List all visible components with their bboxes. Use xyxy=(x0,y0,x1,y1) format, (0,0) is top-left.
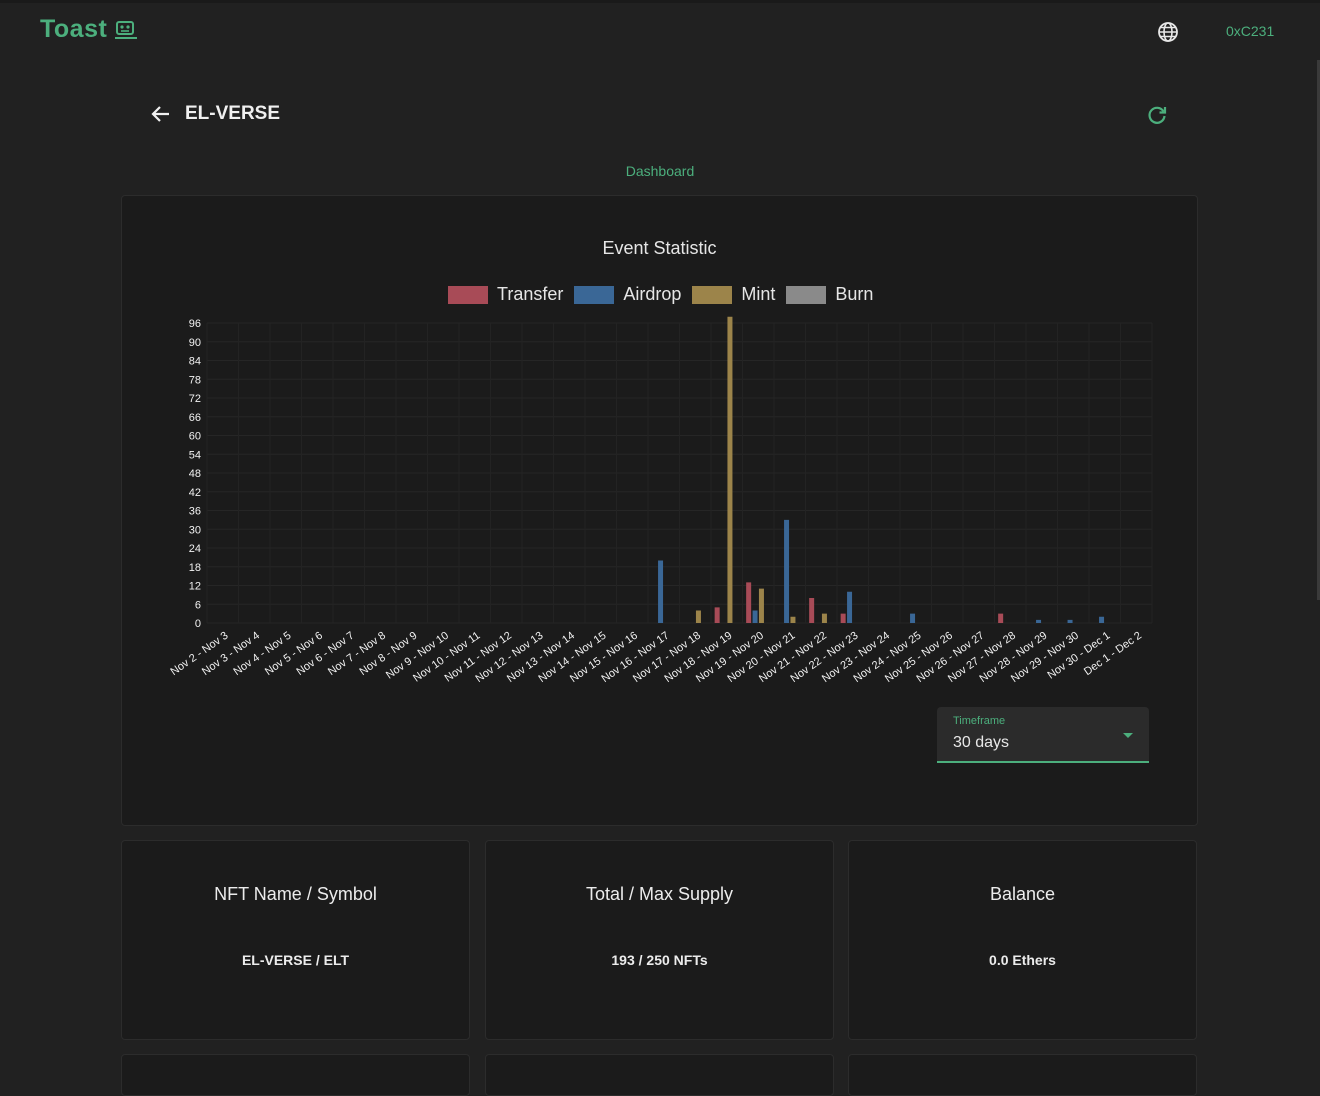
info-card-row2-3 xyxy=(848,1054,1197,1096)
legend-item-transfer[interactable]: Transfer xyxy=(448,284,563,305)
y-tick-label: 18 xyxy=(189,562,201,574)
timeframe-label: Timeframe xyxy=(953,715,1006,727)
nft-name-value: EL-VERSE / ELT xyxy=(241,952,350,968)
legend-label-burn: Burn xyxy=(835,284,874,304)
robot-icon xyxy=(115,20,138,39)
y-tick-label: 84 xyxy=(189,356,201,368)
y-tick-label: 54 xyxy=(189,449,201,461)
y-tick-label: 48 xyxy=(189,468,201,480)
supply-title: Total / Max Supply xyxy=(585,884,734,904)
info-card-row2-1 xyxy=(121,1054,470,1096)
bar-airdrop xyxy=(752,610,758,623)
caret-down-icon xyxy=(1123,733,1133,738)
y-tick-label: 0 xyxy=(195,618,201,630)
y-tick-label: 6 xyxy=(195,599,201,611)
bar-transfer xyxy=(714,607,720,623)
bar-mint xyxy=(821,613,827,623)
y-tick-label: 42 xyxy=(189,487,201,499)
bar-mint xyxy=(695,610,701,623)
nft-name-card: NFT Name / Symbol EL-VERSE / ELT xyxy=(121,840,470,1040)
legend-swatch-airdrop xyxy=(574,285,615,304)
globe-icon[interactable] xyxy=(1156,20,1180,44)
legend-item-burn[interactable]: Burn xyxy=(786,284,873,305)
y-tick-label: 96 xyxy=(189,318,201,330)
page-title: EL-VERSE xyxy=(185,103,281,124)
bar-mint xyxy=(790,616,796,623)
bar-transfer xyxy=(998,613,1004,623)
timeframe-select[interactable]: Timeframe 30 days xyxy=(937,707,1149,763)
bar-mint xyxy=(727,316,733,623)
legend-swatch-mint xyxy=(692,285,733,304)
supply-value: 193 / 250 NFTs xyxy=(611,952,708,968)
refresh-icon[interactable] xyxy=(1146,104,1168,126)
y-tick-label: 60 xyxy=(189,431,201,443)
wallet-address[interactable]: 0xC231 xyxy=(1226,23,1275,39)
legend-label-mint: Mint xyxy=(741,284,776,304)
chart-title: Event Statistic xyxy=(602,238,717,258)
legend-swatch-transfer xyxy=(448,285,488,304)
bar-airdrop xyxy=(1099,616,1105,623)
bar-mint xyxy=(758,588,764,623)
y-tick-label: 24 xyxy=(189,543,201,555)
legend-item-airdrop[interactable]: Airdrop xyxy=(574,284,681,305)
bar-airdrop xyxy=(1067,619,1073,623)
nft-name-title: NFT Name / Symbol xyxy=(214,884,377,904)
y-tick-label: 12 xyxy=(189,581,201,593)
arrow-left-icon[interactable] xyxy=(150,103,172,125)
event-chart-card: 0 6 12 18 24 30 36 42 48 54 60 66 72 78 84 90 96 Nov 2 - … xyxy=(121,195,1198,826)
balance-card: Balance 0.0 Ethers xyxy=(848,840,1197,1040)
bar-airdrop xyxy=(784,519,790,623)
bar-airdrop xyxy=(1036,619,1042,623)
bar-airdrop xyxy=(910,613,916,623)
app-header: Toast 0xC231 xyxy=(0,3,1320,59)
legend-label-airdrop: Airdrop xyxy=(623,284,682,304)
y-tick-label: 30 xyxy=(189,524,201,536)
supply-card: Total / Max Supply 193 / 250 NFTs xyxy=(485,840,834,1040)
y-tick-label: 78 xyxy=(189,374,201,386)
y-tick-label: 66 xyxy=(189,412,201,424)
bar-airdrop xyxy=(847,591,853,623)
logo-text: Toast xyxy=(40,15,108,43)
top-border xyxy=(0,0,1320,3)
y-tick-label: 90 xyxy=(189,337,201,349)
chart-legend: Transfer Airdrop Mint Burn xyxy=(448,284,884,305)
bar-airdrop xyxy=(658,560,664,623)
timeframe-value: 30 days xyxy=(953,734,1010,751)
legend-swatch-burn xyxy=(786,285,827,304)
bar-transfer xyxy=(809,598,815,623)
legend-label-transfer: Transfer xyxy=(497,284,564,304)
balance-title: Balance xyxy=(989,884,1056,904)
bar-transfer xyxy=(746,582,752,623)
bar-transfer xyxy=(840,613,846,623)
y-tick-label: 36 xyxy=(189,506,201,518)
info-card-row2-2 xyxy=(485,1054,834,1096)
logo[interactable]: Toast xyxy=(40,15,138,44)
legend-item-mint[interactable]: Mint xyxy=(692,284,775,305)
tab-dashboard[interactable]: Dashboard xyxy=(625,163,695,179)
page-header: EL-VERSE xyxy=(150,100,1170,130)
y-tick-label: 72 xyxy=(189,393,201,405)
balance-value: 0.0 Ethers xyxy=(989,952,1056,968)
scrollbar[interactable] xyxy=(1317,60,1320,600)
